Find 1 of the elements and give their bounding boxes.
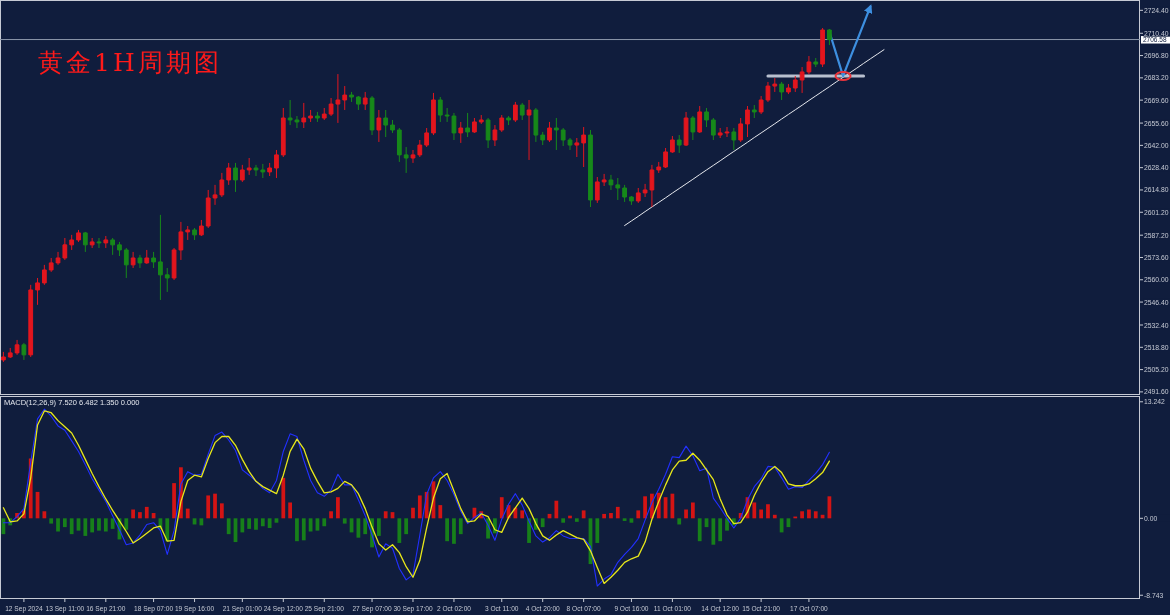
title: 黄金1H周期图 bbox=[38, 48, 222, 77]
